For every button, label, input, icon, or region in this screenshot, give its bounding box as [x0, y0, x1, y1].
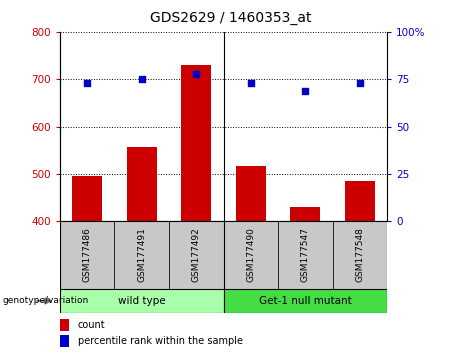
Bar	[278, 221, 333, 289]
Text: GSM177547: GSM177547	[301, 227, 310, 282]
Text: GSM177486: GSM177486	[83, 227, 92, 282]
Text: percentile rank within the sample: percentile rank within the sample	[78, 336, 243, 346]
Bar	[181, 65, 211, 221]
Text: GSM177491: GSM177491	[137, 227, 146, 282]
Point	[138, 76, 145, 82]
Point	[193, 71, 200, 76]
Bar	[236, 166, 266, 221]
Bar	[60, 319, 69, 331]
Text: wild type: wild type	[118, 296, 165, 306]
Bar	[127, 147, 157, 221]
Point	[301, 88, 309, 93]
Bar	[345, 181, 375, 221]
Point	[356, 80, 364, 86]
Bar	[60, 289, 224, 313]
Text: GSM177490: GSM177490	[246, 227, 255, 282]
Bar	[224, 221, 278, 289]
Bar	[169, 221, 224, 289]
Bar	[333, 221, 387, 289]
Bar	[224, 289, 387, 313]
Text: GSM177492: GSM177492	[192, 228, 201, 282]
Point	[247, 80, 254, 86]
Text: Get-1 null mutant: Get-1 null mutant	[259, 296, 352, 306]
Bar	[114, 221, 169, 289]
Text: GSM177548: GSM177548	[355, 227, 365, 282]
Text: genotype/variation: genotype/variation	[2, 296, 89, 306]
Text: count: count	[78, 320, 106, 330]
Bar	[60, 335, 69, 347]
Point	[83, 80, 91, 86]
Bar	[72, 176, 102, 221]
Bar	[290, 207, 320, 221]
Bar	[60, 221, 114, 289]
Text: GDS2629 / 1460353_at: GDS2629 / 1460353_at	[150, 11, 311, 25]
